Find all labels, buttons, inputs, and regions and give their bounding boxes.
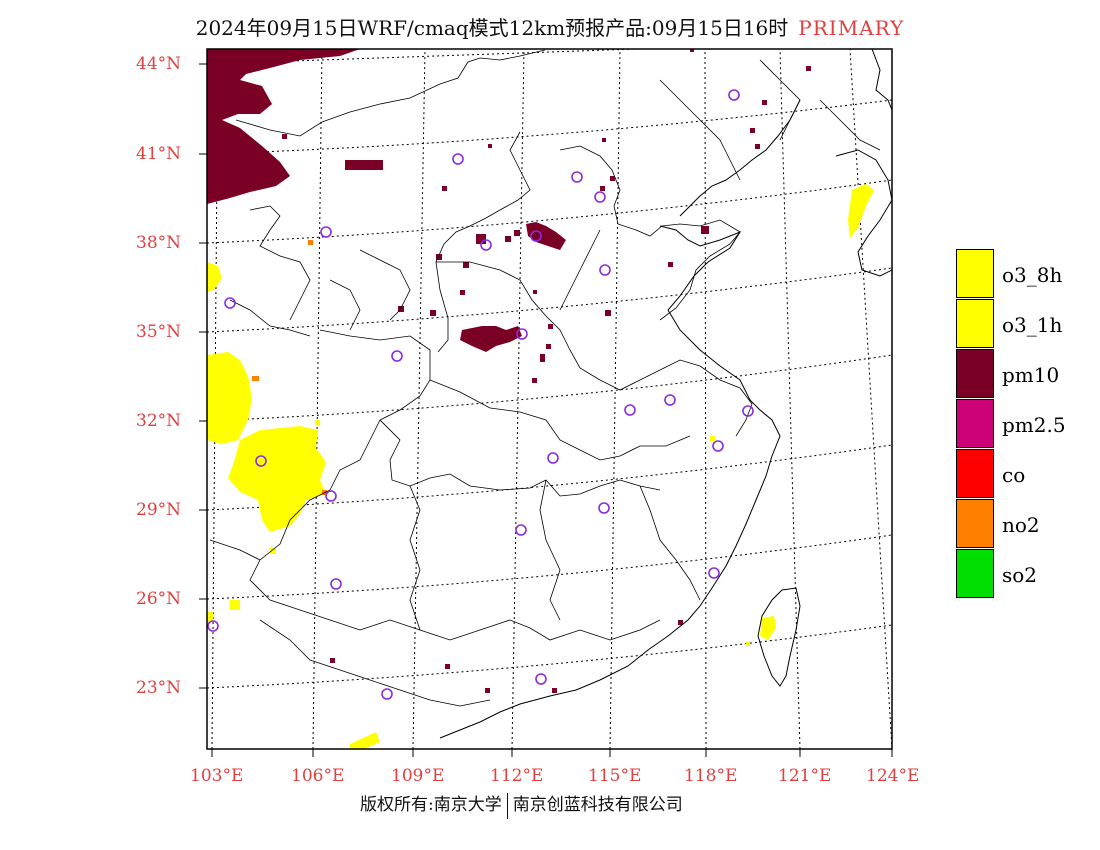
lon-label-109e: 109°E bbox=[391, 766, 445, 786]
map-content bbox=[207, 49, 892, 749]
lat-label-35n: 35°N bbox=[136, 322, 182, 342]
lat-label-23n: 23°N bbox=[136, 678, 182, 698]
northeast-border bbox=[871, 49, 892, 111]
legend-label: o3_8h bbox=[1002, 263, 1063, 287]
legend-swatch bbox=[956, 499, 994, 548]
legend-swatch bbox=[956, 249, 994, 298]
longitude-gridlines bbox=[211, 49, 892, 749]
lon-label-124e: 124°E bbox=[866, 766, 920, 786]
legend-swatch bbox=[956, 349, 994, 398]
latitude-gridlines bbox=[207, 49, 892, 689]
legend-label: o3_1h bbox=[1002, 313, 1063, 337]
province-borders bbox=[209, 49, 881, 707]
lon-label-112e: 112°E bbox=[490, 766, 544, 786]
copyright-left: 版权所有:南京大学 bbox=[360, 795, 502, 815]
legend-label: pm2.5 bbox=[1002, 413, 1066, 437]
o3-regions bbox=[207, 184, 874, 749]
lat-label-32n: 32°N bbox=[136, 411, 182, 431]
lon-label-121e: 121°E bbox=[778, 766, 832, 786]
title-text: 2024年09月15日WRF/cmaq模式12km预报产品:09月15日16时 bbox=[195, 16, 789, 40]
legend-swatch bbox=[956, 449, 994, 498]
lat-label-38n: 38°N bbox=[136, 233, 182, 253]
legend-swatch bbox=[956, 299, 994, 348]
legend-label: co bbox=[1002, 463, 1026, 487]
coastline bbox=[439, 99, 801, 739]
lat-label-41n: 41°N bbox=[136, 144, 182, 164]
lat-label-26n: 26°N bbox=[136, 589, 182, 609]
legend-label: so2 bbox=[1002, 563, 1038, 587]
map-title: 2024年09月15日WRF/cmaq模式12km预报产品:09月15日16时 P… bbox=[0, 12, 1100, 41]
map-frame bbox=[206, 48, 893, 750]
legend-swatch bbox=[956, 399, 994, 448]
lon-label-103e: 103°E bbox=[190, 766, 244, 786]
footer-separator bbox=[506, 792, 508, 819]
lon-label-118e: 118°E bbox=[684, 766, 738, 786]
korea-outline bbox=[835, 149, 892, 277]
station-markers bbox=[207, 89, 754, 700]
legend-label: pm10 bbox=[1002, 363, 1060, 387]
copyright-right: 南京创蓝科技有限公司 bbox=[512, 795, 683, 815]
lat-label-29n: 29°N bbox=[136, 500, 182, 520]
primary-tag: PRIMARY bbox=[798, 16, 905, 40]
taiwan-outline bbox=[757, 587, 801, 687]
legend-swatch bbox=[956, 549, 994, 598]
copyright-footer: 版权所有:南京大学 南京创蓝科技有限公司 bbox=[360, 790, 683, 819]
lat-label-44n: 44°N bbox=[136, 54, 182, 74]
pm10-regions bbox=[207, 49, 811, 693]
legend-label: no2 bbox=[1002, 513, 1040, 537]
lon-label-106e: 106°E bbox=[291, 766, 345, 786]
lon-label-115e: 115°E bbox=[588, 766, 642, 786]
axis-ticks bbox=[199, 63, 893, 757]
